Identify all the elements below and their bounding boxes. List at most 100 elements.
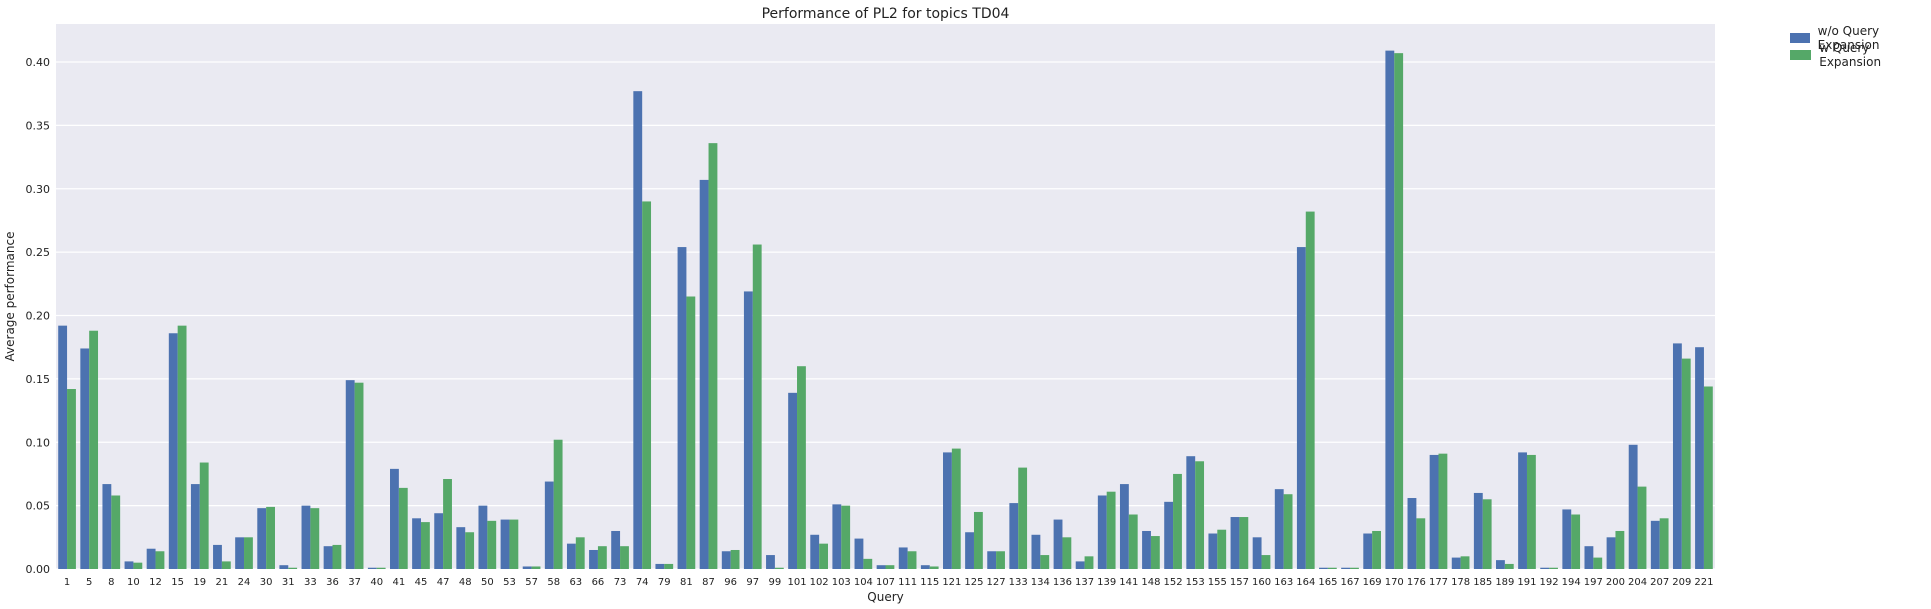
bar-with-expansion-36 [332, 544, 342, 569]
bar-without-expansion-1 [58, 325, 68, 569]
bar-without-expansion-48 [456, 527, 466, 569]
bar-with-expansion-137 [1084, 556, 1094, 569]
x-tick-label: 160 [1252, 577, 1271, 588]
bar-with-expansion-73 [620, 546, 629, 569]
bar-with-expansion-141 [1128, 514, 1138, 569]
bar-with-expansion-10 [133, 562, 143, 569]
bar-with-expansion-66 [597, 546, 607, 569]
legend-swatch-without-expansion [1790, 32, 1810, 43]
x-tick-label: 192 [1540, 577, 1559, 588]
x-tick-label: 74 [636, 577, 649, 588]
y-tick-label: 0.05 [26, 500, 51, 513]
bar-without-expansion-103 [832, 504, 842, 569]
x-tick-label: 8 [108, 577, 114, 588]
bar-with-expansion-136 [1062, 537, 1072, 569]
x-tick-label: 164 [1296, 577, 1315, 588]
bar-without-expansion-41 [390, 468, 399, 569]
bar-without-expansion-45 [412, 518, 421, 569]
bar-with-expansion-5 [89, 330, 99, 569]
bar-without-expansion-104 [854, 538, 864, 569]
bar-with-expansion-87 [708, 143, 718, 569]
bar-with-expansion-58 [553, 439, 563, 569]
bar-without-expansion-209 [1672, 343, 1682, 569]
bar-without-expansion-115 [920, 565, 930, 569]
y-tick-label: 0.35 [26, 119, 51, 132]
x-tick-label: 33 [304, 577, 317, 588]
bar-without-expansion-21 [213, 544, 222, 569]
bar-with-expansion-1 [67, 389, 76, 569]
bar-without-expansion-141 [1119, 484, 1129, 569]
bar-without-expansion-169 [1363, 533, 1373, 569]
bar-with-expansion-24 [244, 537, 253, 569]
bar-without-expansion-177 [1429, 454, 1439, 569]
bar-with-expansion-194 [1571, 514, 1581, 569]
bar-with-expansion-48 [465, 532, 475, 569]
bar-without-expansion-97 [743, 291, 753, 569]
bar-without-expansion-197 [1584, 546, 1594, 569]
bar-with-expansion-163 [1283, 494, 1293, 569]
x-tick-label: 36 [326, 577, 339, 588]
bar-with-expansion-209 [1681, 358, 1691, 569]
bar-with-expansion-101 [797, 366, 806, 569]
bar-without-expansion-96 [721, 551, 731, 569]
x-tick-label: 170 [1385, 577, 1404, 588]
x-tick-label: 1 [64, 577, 70, 588]
bar-with-expansion-99 [774, 567, 784, 569]
bar-with-expansion-33 [310, 508, 320, 569]
bar-without-expansion-50 [478, 505, 488, 569]
bar-without-expansion-207 [1650, 520, 1660, 569]
bar-with-expansion-197 [1593, 557, 1603, 569]
x-tick-label: 19 [193, 577, 206, 588]
bar-with-expansion-189 [1504, 563, 1514, 569]
bar-without-expansion-107 [876, 565, 886, 569]
bar-without-expansion-79 [655, 563, 665, 569]
y-axis-label: Average performance [3, 232, 17, 362]
bar-without-expansion-40 [367, 567, 377, 569]
x-tick-label: 137 [1075, 577, 1094, 588]
legend-label-without-expansion: w/o Query Expansion [1817, 23, 1880, 52]
bar-with-expansion-47 [443, 479, 452, 569]
bar-with-expansion-133 [1018, 467, 1028, 569]
x-tick-label: 177 [1429, 577, 1448, 588]
bar-with-expansion-178 [1460, 556, 1470, 569]
x-tick-label: 221 [1694, 577, 1713, 588]
bar-with-expansion-221 [1703, 386, 1713, 569]
bar-without-expansion-191 [1518, 452, 1527, 569]
x-tick-label: 189 [1495, 577, 1514, 588]
x-tick-label: 176 [1407, 577, 1426, 588]
bar-with-expansion-30 [266, 506, 275, 569]
bar-without-expansion-160 [1252, 537, 1262, 569]
x-tick-label: 5 [86, 577, 92, 588]
x-tick-label: 21 [216, 577, 229, 588]
x-tick-label: 47 [437, 577, 450, 588]
bar-without-expansion-157 [1230, 517, 1240, 569]
x-tick-label: 41 [392, 577, 405, 588]
x-tick-label: 178 [1451, 577, 1470, 588]
bar-with-expansion-40 [376, 567, 386, 569]
bar-without-expansion-31 [279, 565, 289, 569]
x-tick-label: 57 [525, 577, 538, 588]
x-tick-label: 99 [769, 577, 782, 588]
bar-without-expansion-37 [345, 380, 355, 569]
x-tick-label: 134 [1031, 577, 1050, 588]
x-tick-label: 155 [1208, 577, 1227, 588]
x-tick-label: 101 [787, 577, 806, 588]
bar-without-expansion-185 [1473, 492, 1483, 569]
bar-with-expansion-103 [841, 505, 851, 569]
x-tick-label: 136 [1053, 577, 1072, 588]
x-tick-label: 139 [1097, 577, 1116, 588]
x-tick-label: 66 [592, 577, 605, 588]
y-tick-label: 0.15 [26, 373, 51, 386]
bar-without-expansion-155 [1208, 533, 1218, 569]
x-tick-label: 48 [459, 577, 472, 588]
bar-without-expansion-87 [699, 179, 709, 569]
x-tick-label: 50 [481, 577, 494, 588]
bar-with-expansion-153 [1195, 461, 1205, 569]
bar-with-expansion-104 [863, 558, 873, 569]
x-tick-label: 31 [282, 577, 295, 588]
bar-without-expansion-134 [1031, 534, 1041, 569]
x-tick-label: 24 [238, 577, 251, 588]
x-tick-label: 10 [127, 577, 140, 588]
bar-without-expansion-165 [1319, 567, 1328, 569]
bar-with-expansion-8 [111, 495, 121, 569]
